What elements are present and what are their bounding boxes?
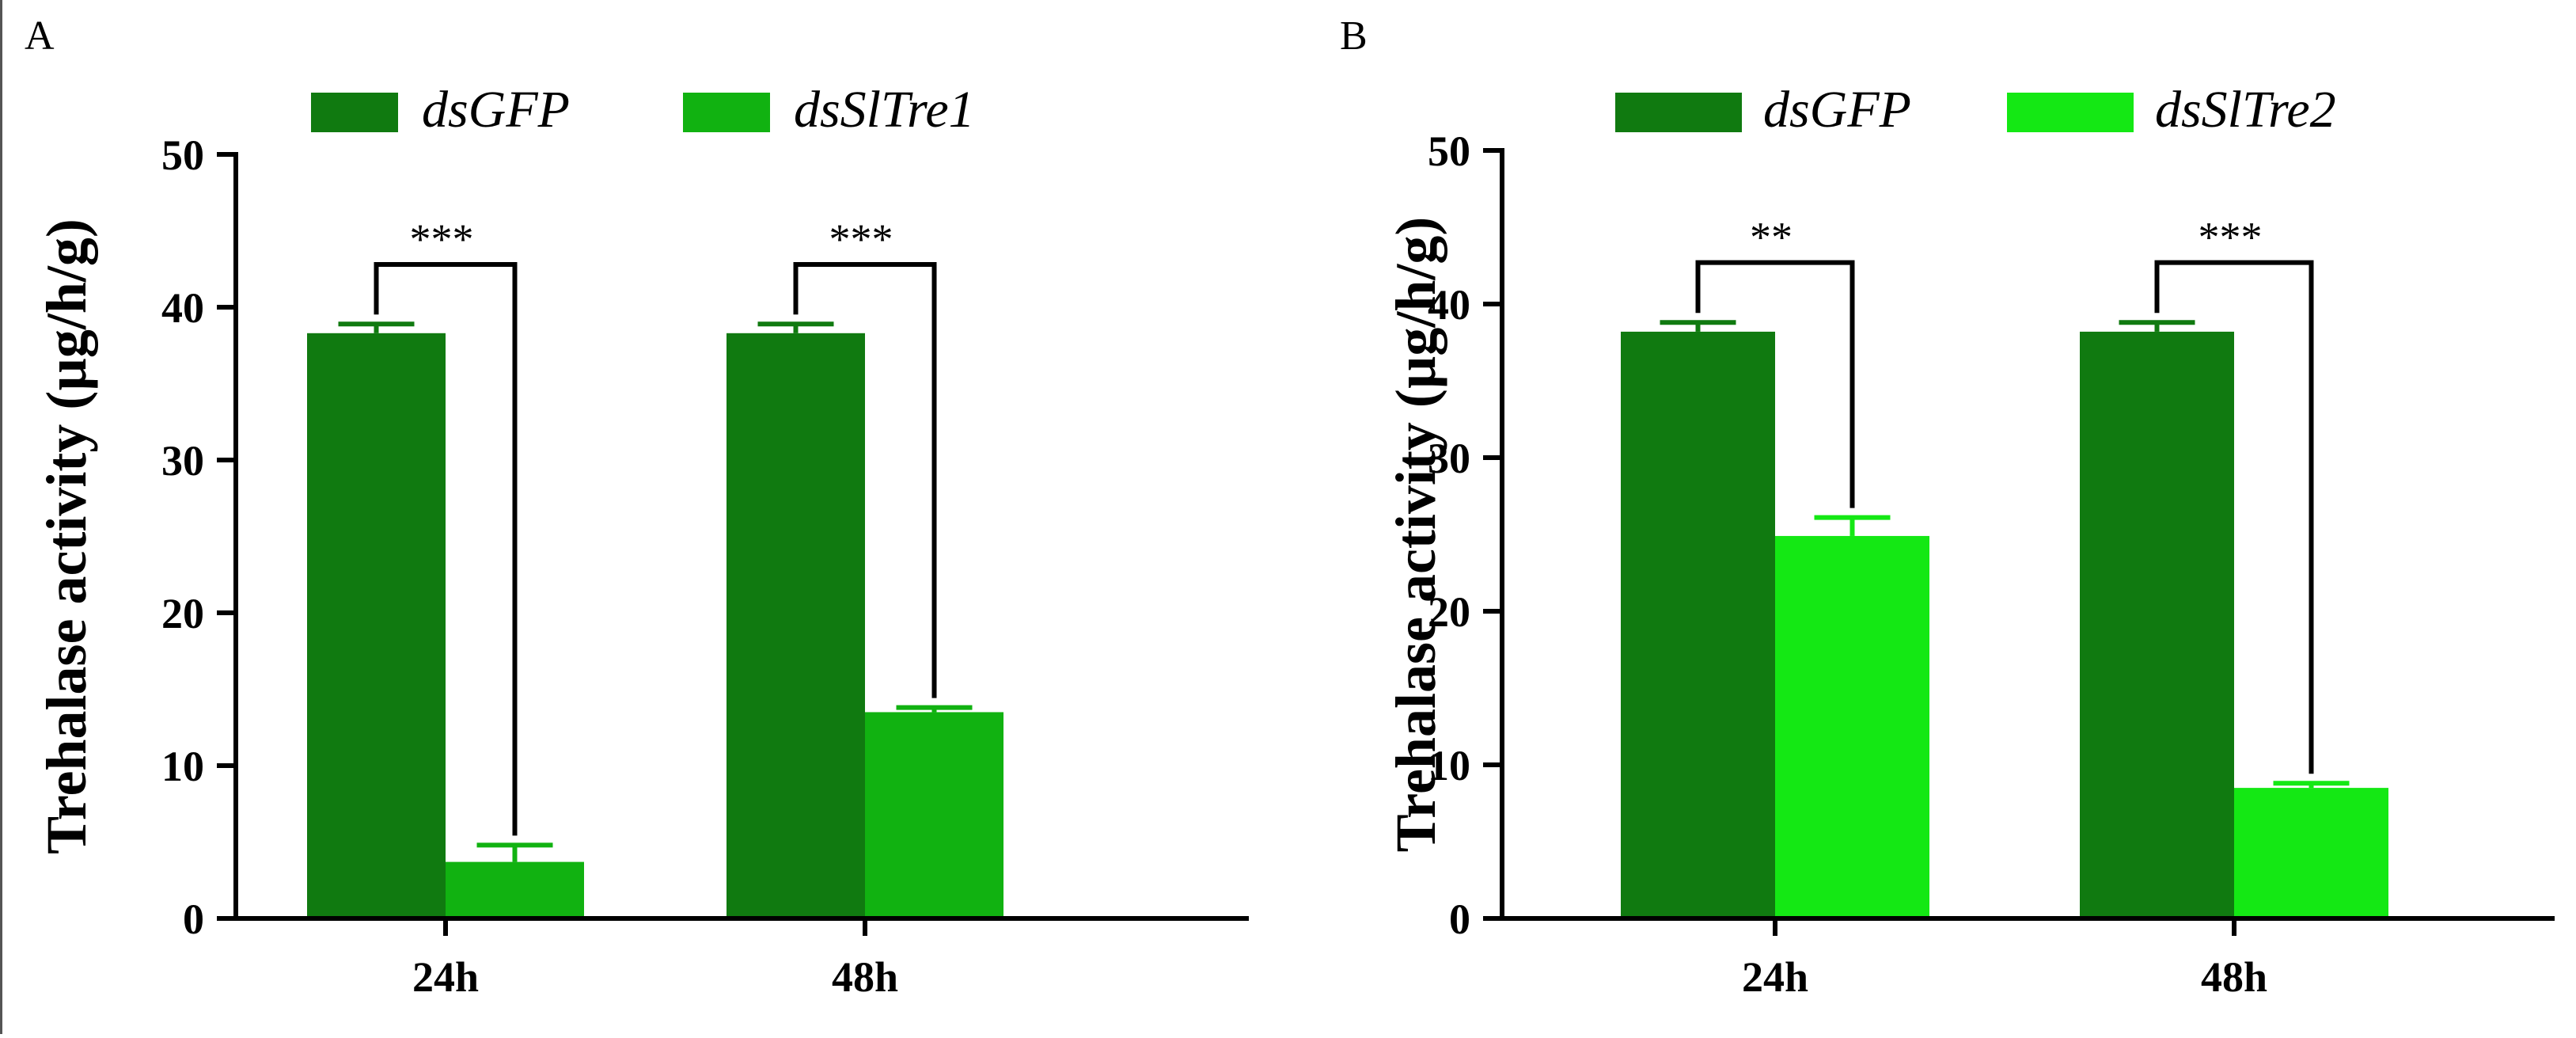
y-tick-label-10: 10 (161, 743, 204, 790)
legend-swatch-dsSlTre1 (683, 93, 770, 132)
y-axis-title: Trehalase activity (µg/h/g) (35, 219, 98, 854)
legend-label-dsGFP: dsGFP (1763, 81, 1911, 139)
bar-dsGFP-48h (727, 333, 865, 918)
significance-label-48h: *** (2199, 214, 2263, 261)
significance-bracket-24h (1695, 260, 1855, 508)
bar-dsGFP-24h (307, 333, 446, 918)
y-axis-title: Trehalase activity (µg/h/g) (1384, 217, 1447, 853)
y-tick-label-50: 50 (161, 131, 204, 179)
bar-dsGFP-48h (2080, 331, 2234, 918)
bar-dsSlTre1-24h (446, 861, 584, 918)
y-tick-label-20: 20 (161, 590, 204, 637)
bar-dsSlTre2-48h (2234, 788, 2388, 918)
significance-bracket-24h (374, 261, 518, 836)
legend-label-dsGFP: dsGFP (422, 81, 570, 139)
legend-label-dsSlTre2: dsSlTre2 (2155, 81, 2336, 139)
y-tick-label-0: 0 (1449, 895, 1470, 943)
y-tick-label-40: 40 (1428, 281, 1470, 329)
legend-swatch-dsSlTre2 (2007, 93, 2134, 132)
legend-swatch-dsGFP (1615, 93, 1742, 132)
y-tick-label-10: 10 (1428, 742, 1470, 789)
y-tick-label-40: 40 (161, 284, 204, 332)
legend-label-dsSlTre1: dsSlTre1 (794, 81, 975, 139)
y-tick-label-30: 30 (161, 437, 204, 485)
x-tick-label-24h: 24h (1742, 953, 1808, 1001)
y-tick-label-50: 50 (1428, 127, 1470, 175)
y-tick-label-30: 30 (1428, 435, 1470, 482)
bar-dsSlTre2-24h (1775, 535, 1929, 918)
x-tick-label-48h: 48h (832, 953, 898, 1001)
significance-label-48h: *** (829, 215, 893, 263)
x-tick-label-48h: 48h (2201, 953, 2267, 1001)
significance-bracket-48h (2154, 260, 2314, 774)
significance-label-24h: ** (1750, 214, 1793, 261)
bar-dsSlTre1-48h (865, 712, 1003, 918)
y-tick-label-20: 20 (1428, 588, 1470, 636)
panel-label: B (1340, 13, 1368, 59)
panel-label: A (25, 13, 55, 59)
legend-swatch-dsGFP (311, 93, 398, 132)
bar-dsGFP-24h (1621, 331, 1775, 918)
x-tick-label-24h: 24h (412, 953, 479, 1001)
significance-bracket-48h (793, 261, 937, 698)
y-tick-label-0: 0 (183, 895, 204, 943)
significance-label-24h: *** (410, 215, 474, 263)
